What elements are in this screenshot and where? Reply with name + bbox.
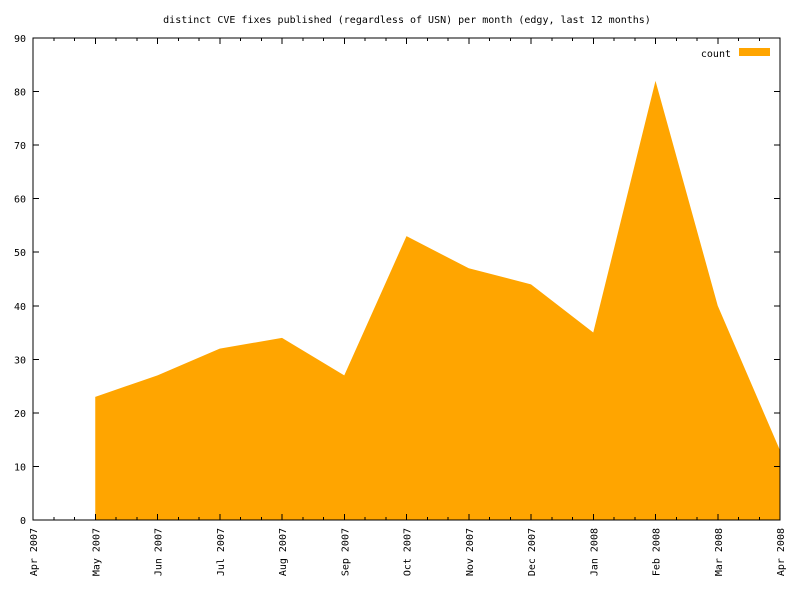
area-series-count	[95, 80, 780, 520]
y-tick-label: 60	[14, 195, 26, 206]
y-tick-label: 30	[14, 355, 26, 366]
y-tick-label: 80	[14, 88, 26, 99]
chart-title: distinct CVE fixes published (regardless…	[163, 15, 651, 26]
x-tick-label: Feb 2008	[652, 528, 663, 576]
x-tick-label: Jun 2007	[154, 528, 165, 576]
y-tick-label: 20	[14, 409, 26, 420]
legend: count	[701, 48, 770, 60]
x-tick-label: Mar 2008	[714, 528, 725, 576]
x-tick-label: Sep 2007	[340, 528, 351, 576]
legend-swatch	[739, 48, 770, 56]
legend-label: count	[701, 49, 731, 60]
x-tick-label: Aug 2007	[278, 528, 289, 576]
x-tick-label: Oct 2007	[403, 528, 414, 576]
y-tick-label: 10	[14, 462, 26, 473]
y-tick-label: 90	[14, 34, 26, 45]
x-tick-label: Jul 2007	[216, 528, 227, 576]
y-tick-label: 40	[14, 302, 26, 313]
x-tick-label: Apr 2008	[776, 528, 787, 576]
y-tick-label: 70	[14, 141, 26, 152]
x-tick-label: Dec 2007	[527, 528, 538, 576]
area-layer	[95, 80, 781, 520]
ticks-layer: 0 10 20 30 40 50 60 70 80 90 Apr 2007 May 2007 Jun 2…	[14, 34, 787, 576]
x-tick-label: May 2007	[91, 528, 102, 576]
y-tick-label: 50	[14, 248, 26, 259]
x-tick-label: Jan 2008	[589, 528, 600, 576]
y-tick-label: 0	[20, 516, 26, 527]
x-tick-label: Apr 2007	[29, 528, 40, 576]
x-tick-label: Nov 2007	[465, 528, 476, 576]
